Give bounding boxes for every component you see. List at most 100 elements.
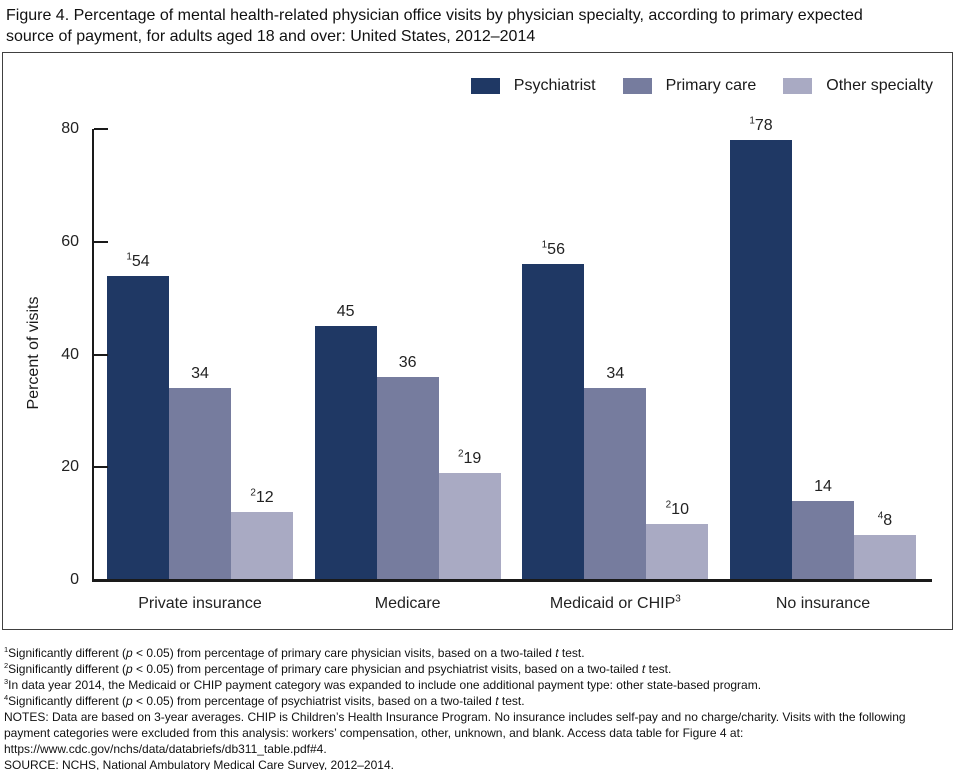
- text-segment: Significantly different (: [8, 646, 126, 660]
- bar-other-specialty-no-insurance: 48: [853, 511, 916, 580]
- x-category-label-private-insurance: Private insurance: [138, 595, 262, 613]
- legend-item-primary-care: Primary care: [622, 77, 756, 95]
- text-segment: t: [555, 646, 559, 660]
- y-axis-tick: [94, 128, 108, 130]
- legend-swatch-primary-care: [622, 78, 652, 94]
- bar-value-label: 210: [665, 499, 689, 519]
- text-segment: < 0.05) from percentage of primary care …: [132, 646, 556, 660]
- bar-psychiatrist-medicare: 45: [314, 303, 377, 580]
- legend-label: Psychiatrist: [513, 77, 596, 94]
- text-segment: test.: [645, 662, 672, 676]
- superscript-marker: 2: [4, 661, 9, 670]
- bar-value-label: 154: [126, 251, 150, 271]
- text-segment: t: [495, 694, 499, 708]
- x-category-label-medicaid-or-chip: Medicaid or CHIP3: [549, 593, 681, 613]
- footnote-2: 2Significantly different (p < 0.05) from…: [4, 661, 954, 677]
- y-axis-tick-label: 40: [61, 345, 79, 363]
- bar-value-label: 36: [399, 354, 417, 372]
- bar-value-label: 156: [542, 241, 565, 259]
- legend: Psychiatrist Primary care Other specialty: [470, 77, 933, 95]
- superscript-marker: 1: [126, 251, 132, 263]
- bar-group-medicaid-or-chip: 156 34 210 Medicaid or CHIP3: [522, 129, 709, 612]
- text-segment: Private insurance: [138, 595, 262, 612]
- legend-label: Other specialty: [826, 77, 933, 94]
- bar-primary-care-medicaid-or-chip: 34: [584, 365, 647, 580]
- text-segment: 54: [131, 252, 150, 270]
- y-axis-tick: [94, 466, 108, 469]
- text-segment: 34: [191, 365, 209, 383]
- text-segment: p: [125, 662, 133, 676]
- superscript-marker: 1: [749, 115, 755, 127]
- text-segment: Significantly different (: [8, 694, 126, 708]
- footnote-3: 3In data year 2014, the Medicaid or CHIP…: [4, 677, 954, 693]
- text-segment: 56: [547, 241, 565, 259]
- superscript-marker: 1: [541, 239, 548, 251]
- text-segment: 10: [671, 500, 689, 518]
- y-axis-tick-label: 0: [70, 571, 79, 588]
- y-axis-tick-label: 20: [61, 458, 79, 476]
- superscript-marker: 2: [665, 499, 672, 511]
- text-segment: In data year 2014, the Medicaid or CHIP …: [8, 678, 762, 692]
- text-segment: Significantly different (: [8, 662, 126, 676]
- bar-primary-care-no-insurance: 14: [791, 478, 854, 580]
- x-category-label-no-insurance: No insurance: [776, 595, 870, 613]
- bar-other-specialty-medicaid-or-chip: 210: [646, 500, 709, 580]
- y-axis-tick: [94, 240, 108, 243]
- legend-item-psychiatrist: Psychiatrist: [470, 77, 596, 95]
- superscript-marker: 4: [4, 693, 9, 702]
- y-axis-tick-label: 80: [61, 120, 79, 137]
- bar-value-label: 178: [749, 115, 773, 135]
- bar-value-label: 34: [606, 365, 624, 383]
- figure-title-line1: Figure 4. Percentage of mental health-re…: [6, 7, 863, 24]
- bar-value-label: 45: [337, 303, 355, 321]
- text-segment: No insurance: [775, 595, 871, 612]
- text-segment: p: [125, 646, 133, 660]
- x-category-label-medicare: Medicare: [375, 595, 441, 613]
- bar-value-label: 219: [458, 448, 481, 468]
- superscript-marker: 2: [250, 488, 256, 500]
- bar-group-private-insurance: 154 34 212 Private insurance: [107, 129, 293, 612]
- text-segment: Medicaid or CHIP: [549, 595, 676, 612]
- x-axis-line: [92, 579, 932, 582]
- text-segment: 36: [398, 354, 417, 372]
- bar-value-label: 14: [814, 478, 832, 496]
- bar-primary-care-private-insurance: 34: [169, 365, 231, 580]
- figure-title-line2: source of payment, for adults aged 18 an…: [6, 28, 536, 45]
- footnote-4: 4Significantly different (p < 0.05) from…: [4, 693, 954, 709]
- text-segment: t: [641, 662, 646, 676]
- legend-item-other-specialty: Other specialty: [783, 77, 933, 95]
- superscript-marker: 3: [675, 593, 681, 605]
- text-segment: 78: [754, 117, 773, 135]
- bar-value-label: 34: [191, 365, 209, 383]
- text-segment: p: [125, 694, 133, 708]
- text-segment: test.: [558, 646, 585, 660]
- bar-group-medicare: 45 36 219 Medicare: [314, 129, 501, 612]
- y-axis-tick: [94, 353, 108, 356]
- superscript-marker: 4: [877, 510, 884, 522]
- superscript-marker: 3: [4, 677, 9, 686]
- bar-other-specialty-private-insurance: 212: [231, 489, 293, 580]
- text-segment: < 0.05) from percentage of primary care …: [132, 662, 642, 676]
- bar-group-no-insurance: 178 14 48 No insurance: [729, 116, 916, 612]
- legend-swatch-other-specialty: [783, 78, 813, 94]
- bar-other-specialty-medicare: 219: [438, 449, 501, 580]
- footnotes-block: 1Significantly different (p < 0.05) from…: [4, 645, 954, 770]
- text-segment: 45: [336, 303, 355, 321]
- text-segment: 34: [606, 365, 625, 383]
- bar-psychiatrist-no-insurance: 178: [729, 116, 792, 580]
- source-text: SOURCE: NCHS, National Ambulatory Medica…: [4, 758, 394, 770]
- legend-swatch-psychiatrist: [470, 78, 500, 94]
- superscript-marker: 1: [4, 645, 9, 654]
- figure-title: Figure 4. Percentage of mental health-re…: [6, 5, 954, 47]
- bar-psychiatrist-private-insurance: 154: [107, 252, 169, 580]
- bar-value-label: 212: [250, 489, 273, 507]
- superscript-marker: 2: [458, 448, 464, 460]
- notes-text: NOTES: Data are based on 3-year averages…: [4, 710, 906, 756]
- bar-primary-care-medicare: 36: [376, 354, 439, 580]
- text-segment: 12: [255, 489, 274, 507]
- text-segment: test.: [498, 694, 525, 708]
- text-segment: < 0.05) from percentage of psychiatrist …: [132, 694, 496, 708]
- text-segment: Medicare: [374, 595, 441, 612]
- text-segment: 8: [883, 511, 893, 529]
